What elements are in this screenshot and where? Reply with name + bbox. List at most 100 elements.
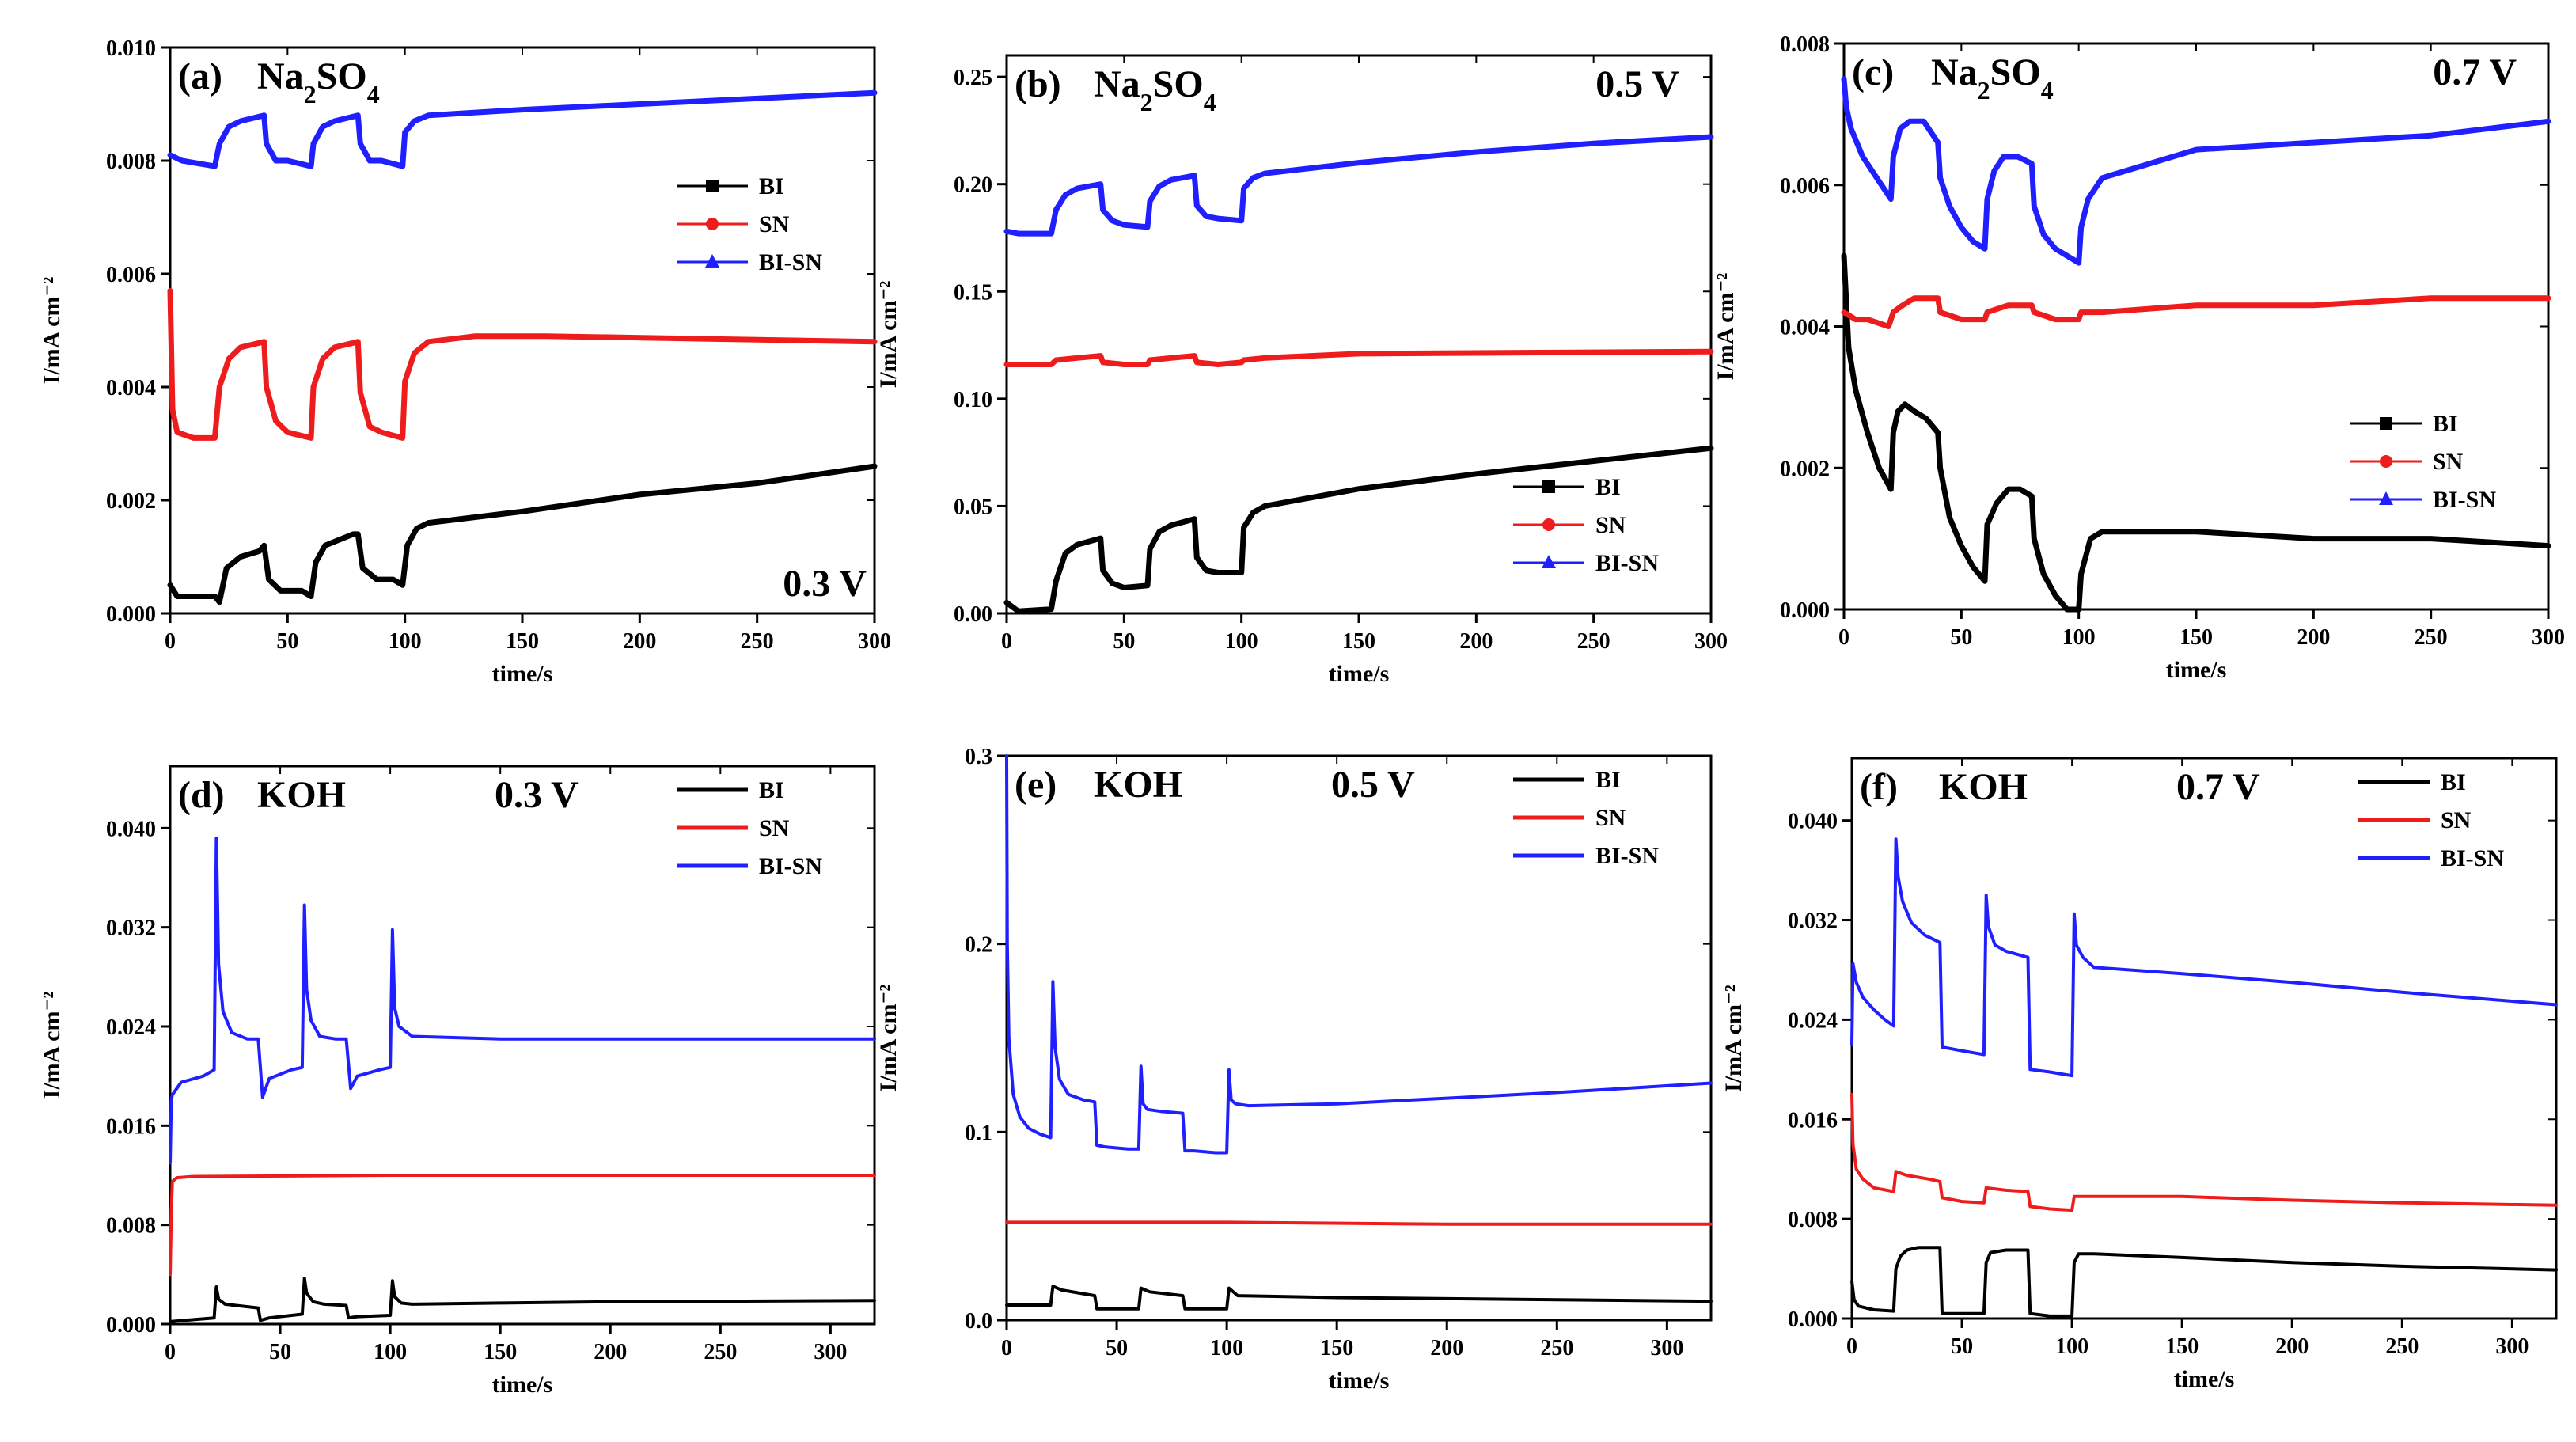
- series-line-BI-SN: [169, 836, 876, 1165]
- legend-item-SN: SN: [677, 815, 790, 841]
- legend-marker: [2379, 491, 2393, 505]
- series-line-SN: [1003, 348, 1714, 367]
- y-tick-label: 0.000: [1788, 1307, 1838, 1332]
- legend-label: BI-SN: [2441, 845, 2504, 871]
- y-tick-label: 0.00: [954, 602, 992, 627]
- x-tick-label: 250: [1577, 629, 1610, 654]
- y-axis-label: I/mA cm⁻²: [875, 281, 901, 389]
- y-tick-label: 0.024: [106, 1015, 156, 1040]
- electrolyte-label: Na2SO4: [257, 55, 380, 108]
- x-tick-label: 100: [389, 629, 422, 654]
- y-tick-label: 0.010: [106, 36, 156, 61]
- legend-marker: [1542, 555, 1556, 568]
- panel-label: (d): [178, 774, 225, 816]
- legend-item-SN: SN: [677, 211, 790, 237]
- plot-frame: [1005, 754, 1713, 1322]
- legend: BI SN BI-SN: [2358, 769, 2504, 871]
- legend-item-BI: BI: [2350, 411, 2458, 437]
- x-tick-label: 0: [1838, 625, 1849, 650]
- x-tick-label: 150: [1342, 629, 1375, 654]
- x-tick-label: 0: [1846, 1334, 1857, 1359]
- y-axis-label: I/mA cm⁻²: [1720, 985, 1747, 1092]
- x-axis-label: time/s: [1329, 661, 1390, 687]
- legend-marker: [2380, 455, 2392, 468]
- x-tick-label: 300: [2495, 1334, 2529, 1359]
- x-tick-label: 100: [2055, 1334, 2088, 1359]
- y-tick-label: 0.040: [106, 817, 156, 841]
- y-tick-label: 0.040: [1788, 810, 1838, 834]
- panel-d: 0 50 100 150 200 250 300 0.000 0.008 0.016 0.024 0.…: [39, 765, 876, 1398]
- x-tick-label: 300: [1694, 629, 1728, 654]
- x-tick-label: 300: [858, 629, 891, 654]
- legend-marker: [705, 254, 719, 268]
- legend-item-SN: SN: [2350, 449, 2464, 475]
- y-tick-label: 0.032: [106, 916, 156, 941]
- y-tick-label: 0.016: [106, 1114, 156, 1139]
- y-tick-label: 0.15: [954, 280, 992, 305]
- legend-item-SN: SN: [1513, 512, 1626, 538]
- panel-c: 0 50 100 150 200 250 300 0.000 0.002 0.004 0.006 0.…: [1713, 32, 2565, 683]
- y-tick-label: 0.3: [965, 745, 992, 769]
- legend-item-BI-SN: BI-SN: [2358, 845, 2504, 871]
- panel-label: (c): [1852, 51, 1894, 93]
- legend: BI SN BI-SN: [1513, 474, 1659, 576]
- x-tick-label: 250: [2415, 625, 2448, 650]
- legend-label: SN: [759, 815, 790, 841]
- legend-item-BI: BI: [1513, 767, 1621, 793]
- y-tick-label: 0.008: [106, 1214, 156, 1239]
- x-tick-label: 150: [506, 629, 539, 654]
- y-axis-label: I/mA cm⁻²: [39, 992, 65, 1099]
- potential-label: 0.3 V: [495, 774, 579, 816]
- legend-marker: [2380, 417, 2392, 430]
- legend-label: SN: [2433, 449, 2464, 475]
- legend-label: BI-SN: [1595, 843, 1659, 869]
- x-tick-label: 150: [1320, 1336, 1353, 1360]
- y-tick-label: 0.032: [1788, 909, 1838, 934]
- legend-marker: [1542, 518, 1555, 531]
- legend-label: SN: [759, 211, 790, 237]
- series-line-BI: [169, 1277, 876, 1323]
- legend-label: BI-SN: [759, 853, 822, 879]
- y-tick-label: 0.024: [1788, 1008, 1838, 1033]
- x-tick-label: 50: [276, 629, 298, 654]
- legend-label: BI-SN: [1595, 550, 1659, 576]
- y-axis-label: I/mA cm⁻²: [39, 277, 65, 385]
- x-tick-label: 100: [2062, 625, 2096, 650]
- legend-item-BI-SN: BI-SN: [677, 249, 822, 275]
- legend-label: BI: [1595, 767, 1621, 793]
- y-tick-label: 0.2: [965, 933, 992, 958]
- x-tick-label: 150: [484, 1340, 517, 1364]
- y-tick-label: 0.05: [954, 495, 992, 519]
- x-axis-label: time/s: [492, 1372, 553, 1398]
- panel-label: (f): [1860, 766, 1898, 808]
- x-axis-label: time/s: [2174, 1366, 2235, 1392]
- x-tick-label: 300: [814, 1340, 847, 1364]
- legend-label: SN: [1595, 805, 1626, 831]
- legend-item-BI-SN: BI-SN: [2350, 487, 2496, 513]
- legend-item-BI: BI: [677, 777, 784, 803]
- x-tick-label: 100: [1210, 1336, 1243, 1360]
- potential-label: 0.5 V: [1331, 764, 1415, 806]
- panel-label: (b): [1015, 63, 1061, 105]
- series-line-BI: [1850, 1246, 2558, 1318]
- electrolyte-label: KOH: [257, 774, 346, 816]
- x-tick-label: 200: [623, 629, 656, 654]
- panel-e: 0 50 100 150 200 250 300 0.0 0.1 0.2 0.3 time/s I/…: [875, 745, 1713, 1394]
- legend-item-BI-SN: BI-SN: [1513, 550, 1659, 576]
- x-tick-label: 200: [2297, 625, 2330, 650]
- x-tick-label: 0: [165, 629, 176, 654]
- legend: BI SN BI-SN: [1513, 767, 1659, 869]
- electrolyte-label: Na2SO4: [1931, 51, 2054, 104]
- y-tick-label: 0.000: [1780, 598, 1830, 623]
- series-line-BI-SN: [1003, 134, 1714, 237]
- panel-a: 0 50 100 150 200 250 300 0.000 0.002 0.004 0.006 0.…: [39, 36, 891, 687]
- x-tick-label: 250: [1540, 1336, 1573, 1360]
- legend-item-SN: SN: [2358, 807, 2472, 833]
- y-tick-label: 0.008: [1788, 1208, 1838, 1232]
- plot-frame: [169, 765, 876, 1326]
- y-tick-label: 0.1: [965, 1121, 992, 1145]
- x-tick-label: 300: [1650, 1336, 1683, 1360]
- x-tick-label: 250: [2385, 1334, 2419, 1359]
- series-line-BI-SN: [167, 89, 878, 169]
- legend-marker: [1542, 480, 1555, 493]
